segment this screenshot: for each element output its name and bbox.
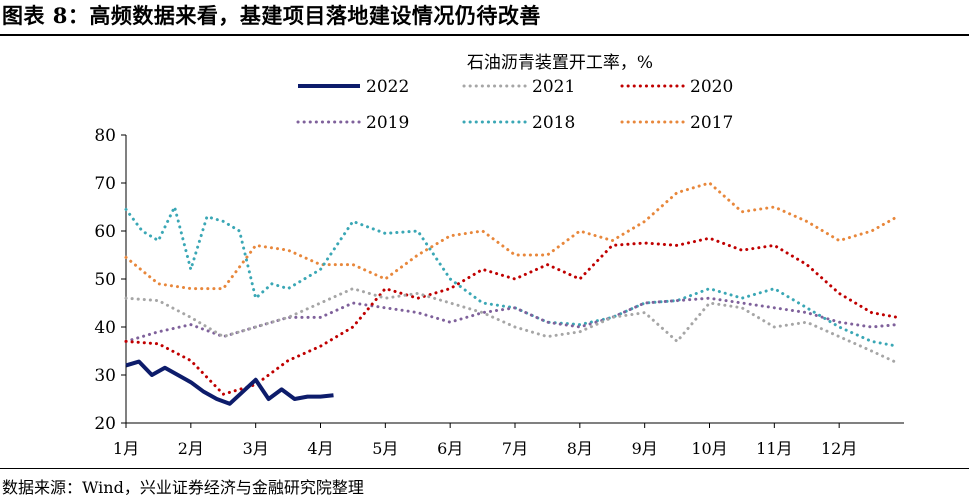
legend-label-2022: 2022: [366, 77, 409, 97]
axes: 20 30 40 50 60 70 80 1月 2月 3月 4月 5月 6月 7月 8月 9月 10月 11月 12…: [94, 126, 904, 458]
series-line-2017: [124, 181, 899, 291]
x-tick-label-2: 2月: [178, 439, 204, 458]
x-tick-label-4: 4月: [307, 439, 333, 458]
y-tick-label-40: 40: [94, 318, 116, 338]
legend-label-2021: 2021: [532, 77, 575, 97]
legend-label-2017: 2017: [690, 113, 733, 133]
title-divider: [0, 34, 969, 36]
chart-legend: 2022 2021 2020 2019 2018 2017: [296, 77, 733, 133]
x-tick-label-1: 1月: [113, 439, 139, 458]
x-tick-label-8: 8月: [567, 439, 593, 458]
y-tick-label-60: 60: [94, 222, 116, 242]
footer-divider: [0, 468, 969, 469]
y-tick-label-70: 70: [94, 174, 116, 194]
x-tick-label-3: 3月: [243, 439, 269, 458]
y-tick-label-30: 30: [94, 366, 116, 386]
series-line-2019: [124, 296, 899, 343]
series-line-2020: [124, 236, 899, 396]
y-tick-label-80: 80: [94, 126, 116, 146]
x-tick-label-10: 10月: [691, 439, 727, 458]
series-line-2022: [125, 359, 334, 406]
legend-label-2019: 2019: [366, 113, 409, 133]
x-tick-label-6: 6月: [437, 439, 463, 458]
y-tick-label-50: 50: [94, 270, 116, 290]
series-line-2018: [124, 205, 899, 348]
x-tick-label-12: 12月: [821, 439, 857, 458]
x-tick-label-5: 5月: [372, 439, 398, 458]
series-group: [124, 181, 899, 406]
x-tick-label-7: 7月: [502, 439, 528, 458]
source-note: 数据来源：Wind，兴业证券经济与金融研究院整理: [2, 478, 364, 497]
chart-title: 石油沥青装置开工率，%: [467, 53, 653, 73]
series-line-2021: [124, 287, 899, 365]
x-tick-label-9: 9月: [632, 439, 658, 458]
x-tick-label-11: 11月: [756, 439, 792, 458]
page-title: 图表 8：高频数据来看，基建项目落地建设情况仍待改善: [2, 3, 541, 28]
legend-label-2018: 2018: [532, 113, 575, 133]
legend-label-2020: 2020: [690, 77, 733, 97]
y-tick-label-20: 20: [94, 414, 116, 434]
